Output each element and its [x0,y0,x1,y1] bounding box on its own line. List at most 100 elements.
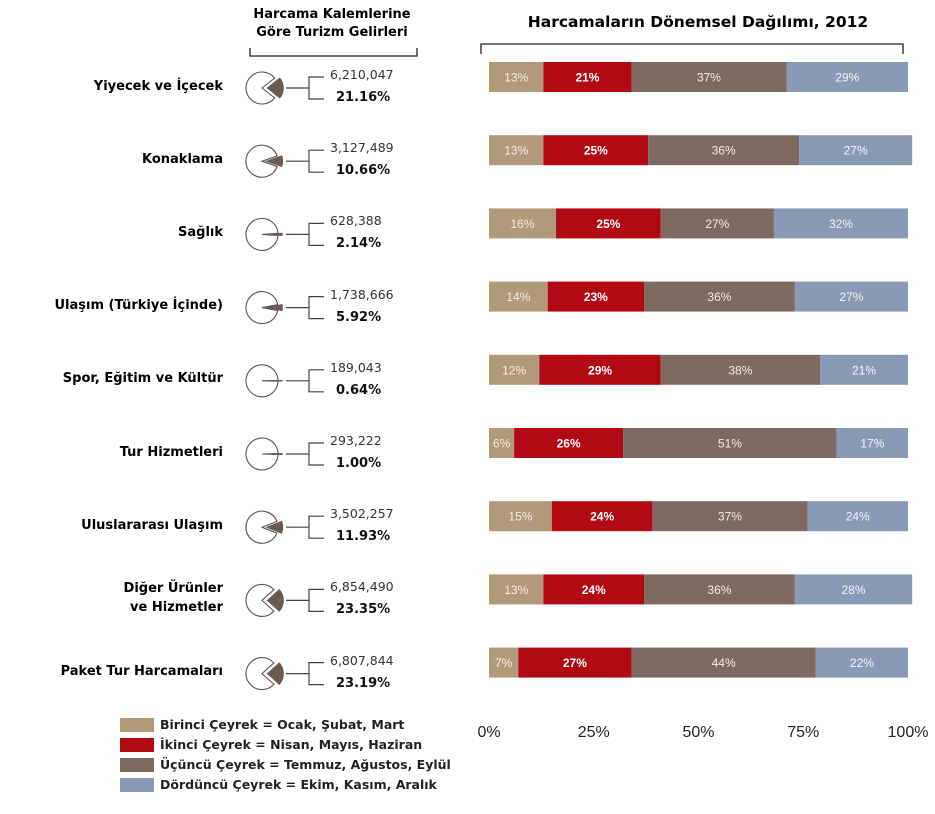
legend-label: Birinci Çeyrek = Ocak, Şubat, Mart [160,717,405,732]
connector-bracket [308,662,324,686]
bar-segment [660,208,774,239]
pie-slice [266,304,283,312]
category-label-line: Tur Hizmetleri [119,444,223,460]
bar-value-label: 26% [557,437,581,451]
bar-value-label: 21% [852,363,876,377]
pie-slice [266,452,283,456]
chart-title: Harcamaların Dönemsel Dağılımı, 2012 [527,13,869,31]
bar-segment [514,428,624,458]
connector-bracket [308,515,324,539]
bar-segment [660,354,821,385]
legend-swatch [120,778,154,792]
category-label: Diğer Ürünler ve Hizmetler [124,579,223,617]
bar-segment [489,647,519,678]
legend-label: Dördüncü Çeyrek = Ekim, Kasım, Aralık [160,777,437,792]
revenue-amount: 628,388 [330,213,382,229]
x-tick-label: 0% [477,724,500,741]
category-label-line: ve Hizmetler [130,600,223,616]
category-label-line: Paket Tur Harcamaları [60,664,223,680]
title-bracket [480,43,904,54]
pie-remainder [245,657,275,691]
bar-value-label: 21% [575,71,599,85]
pie-slice [266,588,284,612]
category-label-line: Diğer Ürünler [123,581,223,597]
bar-value-label: 6% [493,437,511,451]
bar-value-label: 37% [697,71,721,85]
pie-slice [266,77,284,99]
pie-remainder [245,437,279,471]
bar-value-label: 22% [850,656,874,670]
x-tick-label: 75% [787,724,819,741]
bar-value-label: 38% [728,363,752,377]
bar-segment [551,501,653,532]
bar-segment [543,135,649,166]
bar-segment [794,574,913,605]
bar-segment [644,281,795,312]
bar-segment [547,281,645,312]
bar-value-label: 44% [712,656,736,670]
bar-segment [644,574,795,605]
pie-remainder [245,364,279,398]
bar-segment [556,208,661,239]
bar-segment [652,501,808,532]
connector-bracket [308,296,324,320]
bar-segment [539,354,661,385]
bar-segment [807,501,908,532]
bar-value-label: 25% [584,144,608,158]
bar-value-label: 27% [844,144,868,158]
legend-label: Üçüncü Çeyrek = Temmuz, Ağustos, Eylül [160,757,451,772]
bar-segment [489,354,540,385]
category-label-line: Ulaşım (Türkiye İçinde) [54,298,223,314]
bar-segment [543,62,632,92]
bar-segment [489,135,544,166]
bar-segment [489,208,557,239]
bar-segment [489,428,515,458]
category-label-line: Yiyecek ve İçecek [93,78,223,94]
bar-value-label: 27% [839,290,863,304]
pie-remainder [245,217,279,251]
pie-slice [265,155,284,168]
category-label: Paket Tur Harcamaları [61,662,223,681]
bar-segment [543,574,645,605]
category-label: Tur Hizmetleri [120,443,223,462]
revenue-amount: 6,807,844 [330,652,394,668]
category-label-line: Konaklama [142,151,223,167]
category-label: Spor, Eğitim ve Kültür [63,369,223,388]
bar-segment [489,62,544,92]
legend-swatch [120,738,154,752]
left-header-bracket [249,48,418,57]
legend-swatch [120,718,154,732]
bar-value-label: 37% [718,510,742,524]
connector-bracket [308,588,324,612]
revenue-amount: 189,043 [330,359,382,375]
bar-segment [836,428,908,458]
bar-value-label: 24% [590,510,614,524]
bar-segment [489,501,552,532]
revenue-amount: 3,127,489 [330,140,394,156]
x-tick-label: 25% [578,724,610,741]
revenue-share: 23.35% [336,602,391,618]
pie-slice [266,379,283,382]
revenue-share: 0.64% [336,382,382,398]
legend-swatch [120,758,154,772]
left-header: Harcama Kalemlerine Göre Turizm Gelirler… [236,6,428,42]
connector-bracket [308,222,324,246]
connector-bracket [308,442,324,466]
bar-value-label: 13% [504,583,528,597]
pie-remainder [245,71,276,105]
category-label: Konaklama [142,150,223,169]
bar-segment [489,281,548,312]
bar-value-label: 36% [712,144,736,158]
bar-segment [815,647,908,678]
revenue-amount: 3,502,257 [330,506,394,522]
bar-value-label: 25% [596,217,620,231]
pie-slice [265,520,284,534]
bar-segment [631,647,816,678]
bar-value-label: 14% [506,290,530,304]
x-tick-label: 50% [682,724,714,741]
legend-label: İkinci Çeyrek = Nisan, Mayıs, Haziran [160,737,423,752]
pie-remainder [245,144,278,178]
bar-segment [489,574,544,605]
bar-value-label: 23% [584,290,608,304]
